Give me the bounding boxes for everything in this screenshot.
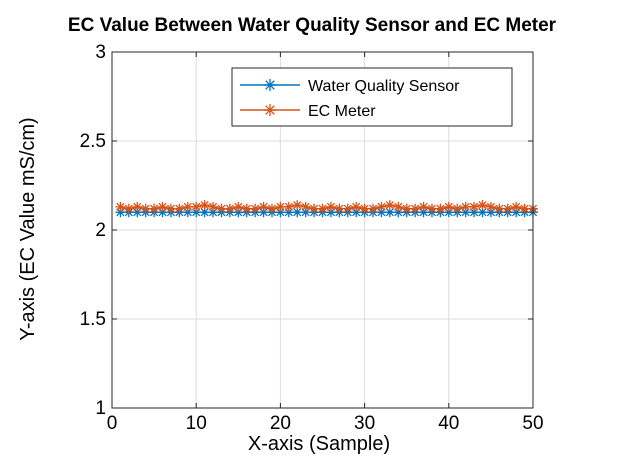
series-ec-meter xyxy=(115,200,538,214)
data-point xyxy=(309,203,320,214)
y-tick-label: 1 xyxy=(95,398,106,419)
data-point xyxy=(266,203,277,214)
data-point xyxy=(292,200,303,211)
x-tick-label: 10 xyxy=(186,413,207,434)
legend-marker xyxy=(264,79,276,91)
data-point xyxy=(300,201,311,212)
data-point xyxy=(216,203,227,214)
x-tick-label: 0 xyxy=(107,413,118,434)
data-point xyxy=(191,201,202,212)
data-point xyxy=(224,203,235,214)
x-tick-label: 20 xyxy=(270,413,291,434)
data-point xyxy=(384,200,395,211)
x-tick-label: 30 xyxy=(354,413,375,434)
data-point xyxy=(325,201,336,212)
data-point xyxy=(401,203,412,214)
data-point xyxy=(149,203,160,214)
data-point xyxy=(477,200,488,211)
y-tick-label: 3 xyxy=(95,42,106,63)
data-point xyxy=(283,201,294,212)
legend-label: EC Meter xyxy=(308,103,376,120)
data-point xyxy=(443,201,454,212)
data-point xyxy=(418,201,429,212)
x-tick-label: 40 xyxy=(438,413,459,434)
data-point xyxy=(115,201,126,212)
data-point xyxy=(258,201,269,212)
ticks: 0 10 20 30 40 50 1 1.5 2 2.5 3 xyxy=(80,42,544,434)
data-point xyxy=(208,201,219,212)
data-point xyxy=(292,207,303,218)
data-point xyxy=(393,201,404,212)
data-point xyxy=(494,203,505,214)
y-tick-label: 2 xyxy=(95,220,106,241)
data-point xyxy=(342,203,353,214)
data-point xyxy=(502,203,513,214)
data-point xyxy=(452,203,463,214)
legend: Water Quality Sensor EC Meter xyxy=(231,67,513,127)
data-point xyxy=(317,203,328,214)
legend-item: Water Quality Sensor xyxy=(240,78,460,95)
data-point xyxy=(511,201,522,212)
data-point xyxy=(275,201,286,212)
y-axis-label: Y-axis (EC Value mS/cm) xyxy=(17,117,39,340)
data-point xyxy=(140,203,151,214)
data-point xyxy=(359,203,370,214)
legend-marker xyxy=(264,104,276,116)
data-point xyxy=(123,203,134,214)
data-point xyxy=(368,203,379,214)
data-point xyxy=(477,207,488,218)
data-point xyxy=(410,203,421,214)
data-point xyxy=(182,201,193,212)
data-point xyxy=(199,207,210,218)
data-point xyxy=(435,203,446,214)
data-point xyxy=(376,201,387,212)
data-point xyxy=(469,201,480,212)
data-point xyxy=(233,201,244,212)
data-point xyxy=(165,203,176,214)
data-point xyxy=(334,203,345,214)
data-point xyxy=(132,201,143,212)
data-point xyxy=(485,201,496,212)
data-point xyxy=(199,200,210,211)
data-point xyxy=(157,201,168,212)
data-point xyxy=(519,203,530,214)
data-point xyxy=(460,201,471,212)
legend-item: EC Meter xyxy=(240,103,376,120)
data-point xyxy=(174,203,185,214)
y-tick-label: 1.5 xyxy=(80,309,106,330)
series-layer xyxy=(115,200,538,218)
data-point xyxy=(351,201,362,212)
y-tick-label: 2.5 xyxy=(80,131,106,152)
data-point xyxy=(250,203,261,214)
x-axis-label: X-axis (Sample) xyxy=(248,433,390,455)
data-point xyxy=(241,203,252,214)
legend-box xyxy=(231,67,513,127)
data-point xyxy=(426,203,437,214)
chart-title: EC Value Between Water Quality Sensor an… xyxy=(68,15,557,36)
legend-label: Water Quality Sensor xyxy=(308,78,460,95)
x-tick-label: 50 xyxy=(522,413,543,434)
